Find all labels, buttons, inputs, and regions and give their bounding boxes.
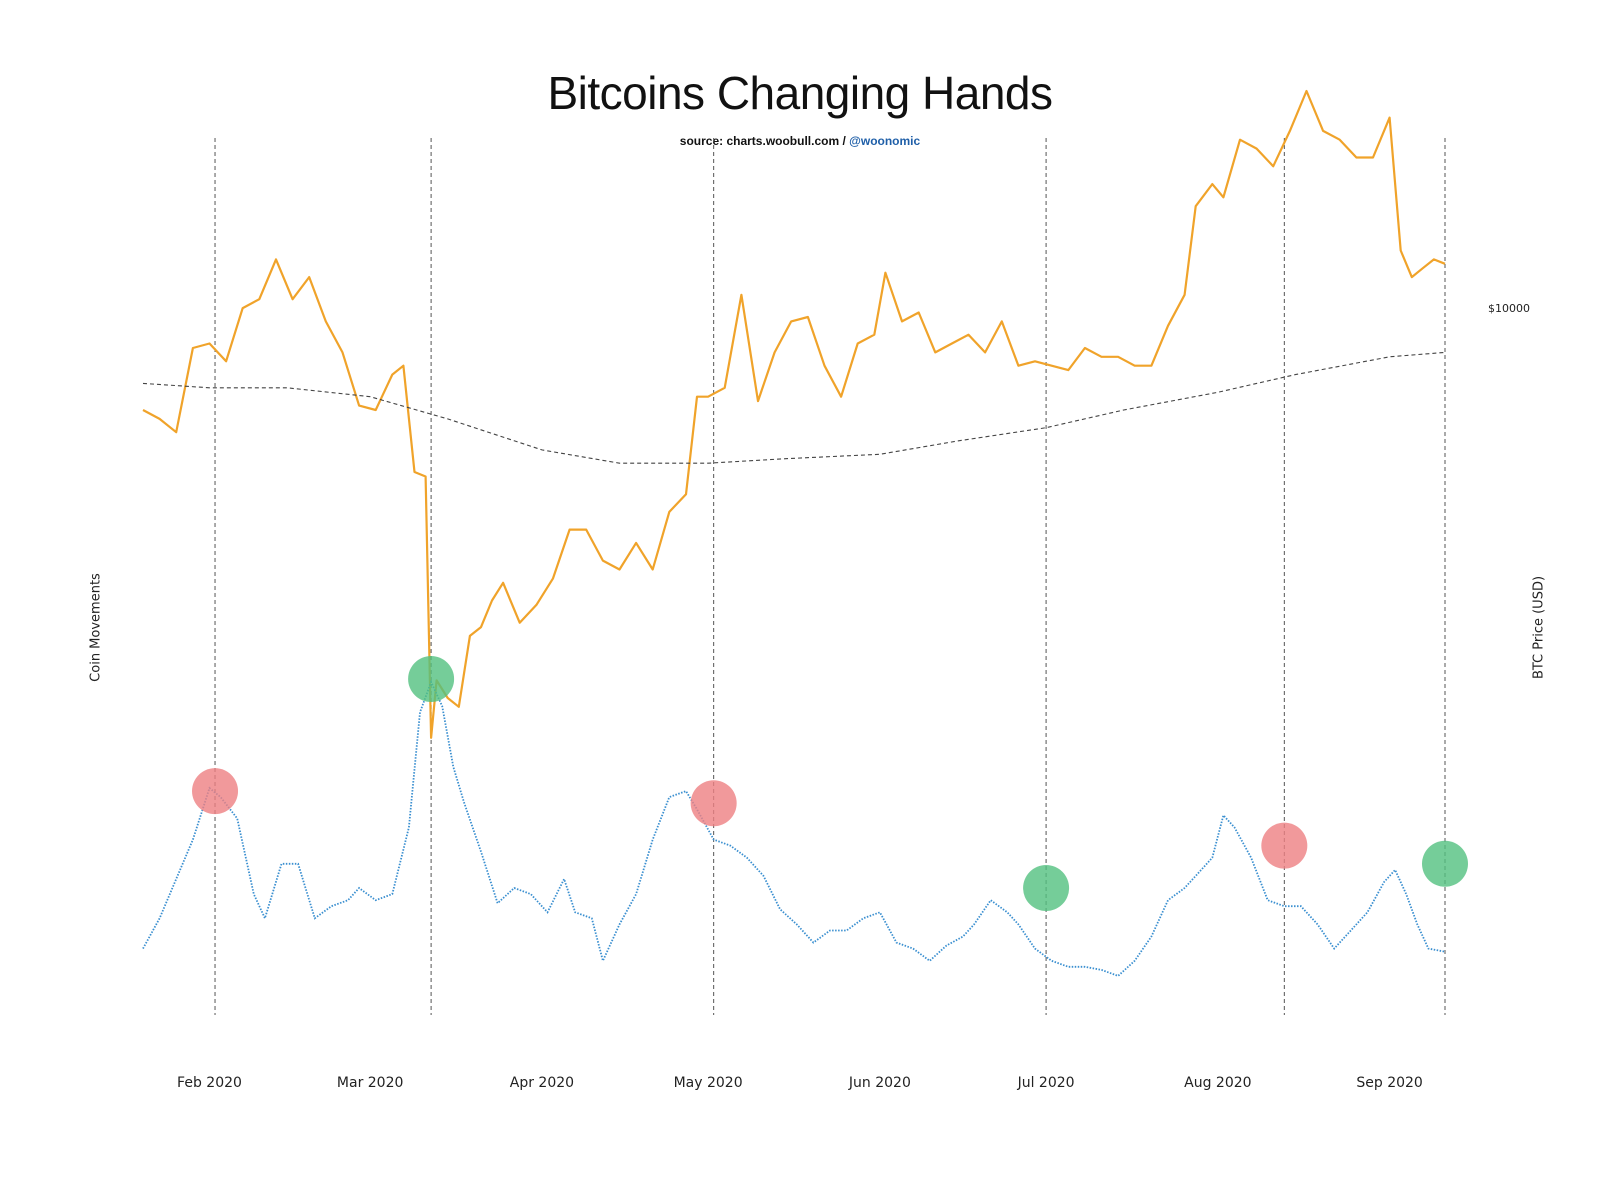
chart-title: Bitcoins Changing Hands bbox=[547, 67, 1053, 119]
chart-title-block: Bitcoins Changing Hands bbox=[0, 66, 1600, 120]
btc-price-line bbox=[142, 89, 1446, 739]
moving-average-line bbox=[142, 351, 1446, 464]
x-tick-label-1: Mar 2020 bbox=[337, 1075, 404, 1091]
x-tick-label-4: Jun 2020 bbox=[848, 1075, 911, 1091]
x-tick-label-3: May 2020 bbox=[674, 1075, 743, 1091]
coin-movements-line bbox=[142, 679, 1446, 977]
x-tick-label-5: Jul 2020 bbox=[1017, 1075, 1075, 1091]
price-tick-label: $10000 bbox=[1488, 302, 1530, 315]
marker-red-2 bbox=[690, 780, 737, 827]
marker-green-1 bbox=[408, 655, 455, 702]
x-tick-label-6: Aug 2020 bbox=[1184, 1075, 1251, 1091]
marker-green-3 bbox=[1023, 865, 1070, 912]
x-tick-label-7: Sep 2020 bbox=[1356, 1075, 1422, 1091]
marker-green-5 bbox=[1422, 840, 1468, 887]
source-line: source: charts.woobull.com / @woonomic bbox=[0, 134, 1600, 148]
x-tick-label-0: Feb 2020 bbox=[177, 1075, 242, 1091]
marker-red-4 bbox=[1261, 822, 1308, 869]
x-tick-label-2: Apr 2020 bbox=[510, 1075, 574, 1091]
source-handle-link[interactable]: @woonomic bbox=[849, 134, 921, 148]
source-text: source: charts.woobull.com / bbox=[679, 134, 850, 148]
marker-red-0 bbox=[192, 768, 239, 815]
